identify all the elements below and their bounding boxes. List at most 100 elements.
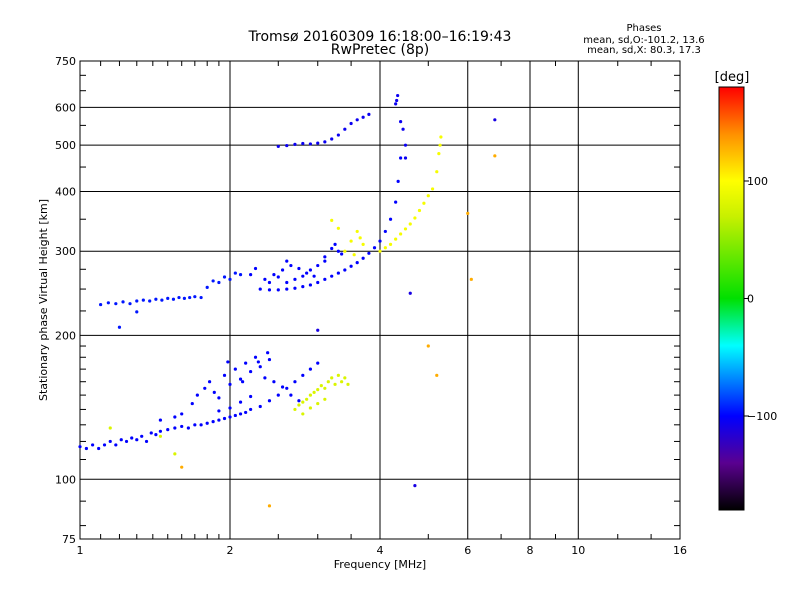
data-point	[228, 277, 232, 281]
data-point	[293, 286, 297, 290]
data-point	[343, 376, 347, 380]
data-point	[276, 275, 280, 279]
data-point	[301, 412, 305, 416]
data-point	[253, 355, 258, 359]
data-point	[330, 218, 334, 223]
x-tick-label: 16	[673, 544, 687, 557]
data-point	[399, 232, 403, 236]
data-point	[305, 271, 309, 275]
data-point	[180, 465, 184, 469]
data-point	[426, 344, 430, 348]
data-point	[435, 170, 439, 174]
data-point	[417, 208, 422, 213]
data-point	[493, 154, 497, 158]
plot-area	[78, 60, 681, 540]
data-point	[438, 143, 442, 147]
data-point	[408, 222, 412, 226]
data-point	[301, 400, 305, 404]
data-point	[308, 283, 313, 287]
data-point	[403, 227, 408, 231]
data-point	[195, 393, 199, 397]
colorbar: [deg] 100 0 −100	[715, 70, 777, 511]
data-point	[173, 426, 177, 430]
data-point	[226, 360, 230, 364]
data-point	[301, 373, 305, 377]
data-point	[305, 397, 309, 401]
data-point	[285, 280, 289, 285]
data-point	[140, 434, 144, 438]
data-point	[358, 236, 362, 240]
data-point	[158, 418, 163, 422]
data-point	[323, 277, 327, 281]
data-point	[177, 295, 181, 300]
data-point	[394, 200, 398, 204]
data-point	[249, 394, 253, 399]
data-point	[244, 361, 248, 365]
data-point	[367, 251, 371, 255]
data-point	[349, 239, 353, 243]
data-point	[91, 443, 95, 447]
data-point	[343, 268, 347, 272]
data-point	[154, 297, 158, 301]
data-point	[361, 242, 365, 247]
data-point	[316, 280, 320, 285]
data-point	[396, 93, 400, 98]
data-point	[160, 298, 164, 302]
data-point	[258, 404, 262, 409]
x-tick-label: 4	[377, 544, 384, 557]
data-point	[158, 429, 163, 433]
data-point	[99, 302, 103, 307]
data-point	[403, 143, 408, 147]
data-point	[141, 298, 145, 302]
data-point	[383, 229, 387, 234]
data-point	[272, 273, 276, 277]
data-point	[355, 229, 359, 234]
data-point	[355, 260, 359, 265]
data-point	[228, 406, 232, 410]
data-point	[173, 415, 177, 419]
data-point	[285, 143, 289, 148]
data-point	[293, 277, 297, 281]
data-point	[422, 201, 426, 205]
data-point	[249, 407, 253, 412]
phase-stats-title: Phases	[626, 23, 661, 34]
data-point	[148, 299, 152, 303]
data-point	[289, 263, 293, 268]
data-point	[135, 438, 139, 442]
data-point	[396, 179, 400, 183]
data-point	[154, 433, 158, 437]
data-point	[349, 121, 353, 126]
data-point	[144, 439, 149, 444]
data-point	[217, 418, 221, 422]
x-tick-label: 10	[571, 544, 585, 557]
data-point	[301, 274, 305, 278]
colorbar-box	[718, 86, 745, 511]
data-point	[394, 102, 398, 106]
data-point	[372, 246, 377, 250]
data-point	[336, 271, 340, 275]
data-point	[323, 397, 327, 401]
data-point	[285, 287, 289, 291]
data-point	[426, 194, 430, 198]
x-tick-labels: 1 2 4 6 8 10 16	[77, 544, 688, 557]
data-point	[124, 439, 129, 444]
data-point	[340, 380, 344, 384]
data-point	[222, 416, 227, 421]
y-tick-label: 100	[55, 473, 76, 486]
data-point	[108, 426, 112, 430]
data-point	[205, 285, 209, 290]
data-point	[343, 127, 347, 131]
data-point	[361, 256, 365, 260]
data-point	[267, 288, 272, 292]
data-point	[207, 380, 212, 384]
data-point	[336, 226, 340, 230]
data-point	[166, 296, 170, 301]
colorbar-ticks: 100 0 −100	[744, 175, 777, 423]
data-point	[267, 357, 272, 362]
data-point	[323, 386, 327, 390]
data-point	[297, 399, 301, 403]
data-point	[301, 141, 305, 146]
data-point	[222, 275, 227, 279]
